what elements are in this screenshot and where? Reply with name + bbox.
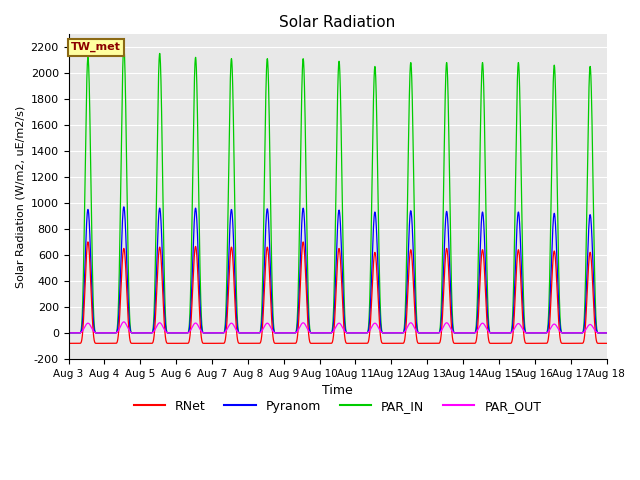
Pyranom [602, 330, 610, 336]
PAR_IN [603, 330, 611, 336]
Pyranom [603, 330, 611, 336]
PAR_IN [428, 330, 436, 336]
RNet [65, 340, 72, 346]
PAR_IN [602, 330, 610, 336]
X-axis label: Time: Time [322, 384, 353, 397]
PAR_OUT [120, 319, 127, 325]
Y-axis label: Solar Radiation (W/m2, uE/m2/s): Solar Radiation (W/m2, uE/m2/s) [15, 105, 25, 288]
PAR_IN [458, 330, 466, 336]
PAR_OUT [603, 330, 611, 336]
PAR_IN [120, 44, 127, 50]
Pyranom [489, 330, 497, 336]
Line: RNet: RNet [68, 242, 607, 343]
Pyranom [428, 330, 436, 336]
RNet [458, 340, 466, 346]
Pyranom [65, 330, 72, 336]
Pyranom [161, 321, 169, 326]
RNet [489, 340, 497, 346]
PAR_OUT [458, 330, 466, 336]
RNet [603, 340, 611, 346]
PAR_OUT [428, 330, 436, 336]
RNet [84, 239, 92, 245]
RNet [428, 340, 436, 346]
PAR_OUT [317, 330, 325, 336]
PAR_OUT [489, 330, 497, 336]
Legend: RNet, Pyranom, PAR_IN, PAR_OUT: RNet, Pyranom, PAR_IN, PAR_OUT [129, 395, 547, 418]
PAR_OUT [161, 328, 169, 334]
RNet [317, 340, 325, 346]
Line: PAR_IN: PAR_IN [68, 47, 607, 333]
Line: PAR_OUT: PAR_OUT [68, 322, 607, 333]
Line: Pyranom: Pyranom [68, 207, 607, 333]
PAR_OUT [65, 330, 72, 336]
Text: TW_met: TW_met [71, 42, 121, 52]
RNet [161, 333, 169, 339]
PAR_OUT [602, 330, 610, 336]
PAR_IN [317, 330, 325, 336]
PAR_IN [161, 309, 169, 315]
Pyranom [317, 330, 325, 336]
Pyranom [120, 204, 127, 210]
PAR_IN [489, 330, 497, 336]
Title: Solar Radiation: Solar Radiation [280, 15, 396, 30]
RNet [602, 340, 610, 346]
Pyranom [458, 330, 466, 336]
PAR_IN [65, 330, 72, 336]
